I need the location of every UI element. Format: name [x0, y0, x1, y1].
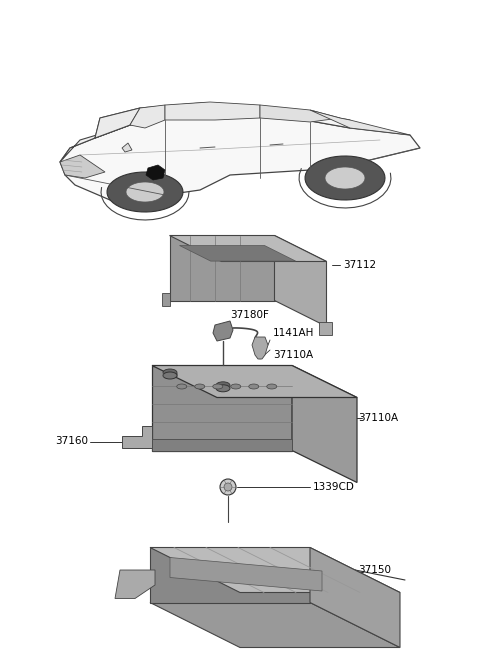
Polygon shape — [310, 548, 400, 647]
Text: 37150: 37150 — [358, 565, 391, 575]
Polygon shape — [310, 110, 410, 135]
Text: 37180F: 37180F — [230, 310, 269, 320]
Polygon shape — [152, 365, 292, 451]
Text: 37110A: 37110A — [273, 350, 313, 360]
Polygon shape — [319, 321, 332, 335]
Ellipse shape — [216, 385, 230, 392]
Polygon shape — [146, 165, 165, 180]
Polygon shape — [126, 182, 164, 202]
Polygon shape — [60, 125, 130, 162]
Text: 1141AH: 1141AH — [273, 328, 314, 338]
Ellipse shape — [216, 382, 230, 389]
Circle shape — [224, 483, 232, 491]
Ellipse shape — [213, 384, 223, 389]
Polygon shape — [95, 103, 350, 138]
Ellipse shape — [231, 384, 241, 389]
Text: 37160: 37160 — [55, 436, 88, 447]
Polygon shape — [152, 438, 292, 451]
Polygon shape — [122, 426, 152, 447]
Ellipse shape — [163, 372, 177, 379]
Polygon shape — [169, 236, 326, 262]
Polygon shape — [150, 602, 400, 647]
Polygon shape — [252, 337, 268, 359]
Polygon shape — [122, 143, 132, 152]
Polygon shape — [152, 365, 357, 398]
Ellipse shape — [195, 384, 205, 389]
Polygon shape — [169, 236, 275, 300]
Polygon shape — [180, 245, 296, 261]
Polygon shape — [107, 172, 183, 212]
Text: 1339CD: 1339CD — [313, 482, 355, 492]
Polygon shape — [95, 108, 140, 138]
Polygon shape — [60, 155, 105, 178]
Polygon shape — [165, 102, 260, 120]
Polygon shape — [150, 548, 310, 602]
Polygon shape — [170, 558, 322, 591]
Ellipse shape — [163, 369, 177, 376]
Polygon shape — [213, 321, 233, 341]
Polygon shape — [305, 156, 385, 200]
Polygon shape — [161, 293, 169, 306]
Polygon shape — [260, 105, 340, 122]
Polygon shape — [275, 236, 326, 327]
Ellipse shape — [267, 384, 277, 389]
Ellipse shape — [177, 384, 187, 389]
Text: 37110A: 37110A — [358, 413, 398, 423]
Polygon shape — [60, 112, 420, 200]
Polygon shape — [150, 548, 400, 592]
Ellipse shape — [249, 384, 259, 389]
Polygon shape — [292, 365, 357, 483]
Polygon shape — [325, 167, 365, 189]
Polygon shape — [115, 570, 155, 598]
Circle shape — [220, 479, 236, 495]
Text: 37112: 37112 — [343, 260, 376, 270]
Polygon shape — [130, 105, 165, 128]
